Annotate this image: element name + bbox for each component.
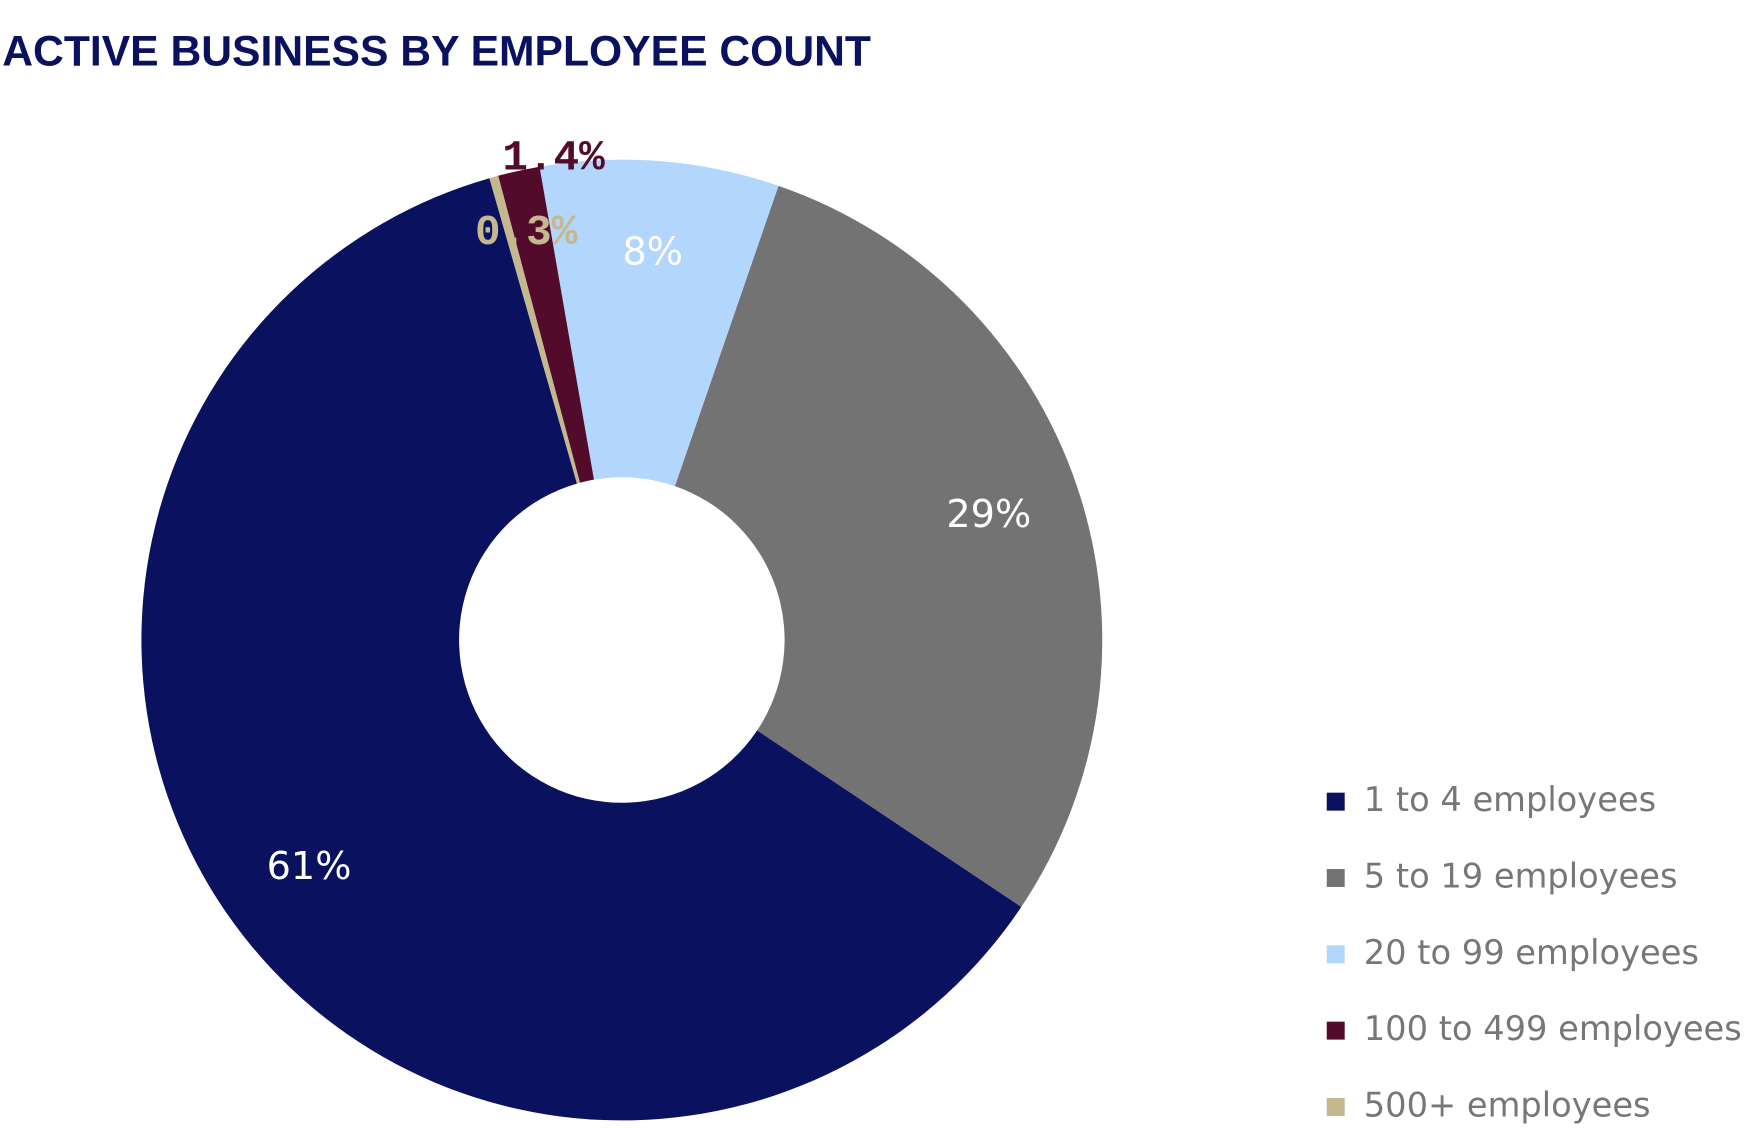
- donut-slice: [498, 166, 594, 483]
- legend-swatch: [1326, 792, 1345, 811]
- donut-slice: [539, 159, 779, 487]
- legend-text: 1 to 4 employees: [1364, 780, 1656, 819]
- legend-swatch: [1326, 1097, 1345, 1116]
- legend-swatch: [1326, 869, 1345, 887]
- donut-slice: [489, 175, 580, 484]
- data-label: 61%: [267, 844, 352, 888]
- chart-title: ACTIVE BUSINESS BY EMPLOYEE COUNT: [2, 27, 871, 75]
- data-label: 1.4%: [502, 134, 605, 183]
- legend-text: 100 to 499 employees: [1364, 1009, 1742, 1048]
- legend-text: 5 to 19 employees: [1364, 856, 1678, 895]
- data-label: 0.3%: [475, 208, 578, 257]
- data-label: 8%: [622, 230, 683, 274]
- legend-swatch: [1326, 1021, 1345, 1040]
- data-label: 29%: [946, 492, 1031, 536]
- legend-swatch: [1326, 945, 1345, 964]
- donut-slice: [674, 185, 1103, 907]
- donut-slice: [141, 178, 1022, 1121]
- legend-text: 500+ employees: [1364, 1085, 1651, 1124]
- legend-text: 20 to 99 employees: [1364, 933, 1699, 972]
